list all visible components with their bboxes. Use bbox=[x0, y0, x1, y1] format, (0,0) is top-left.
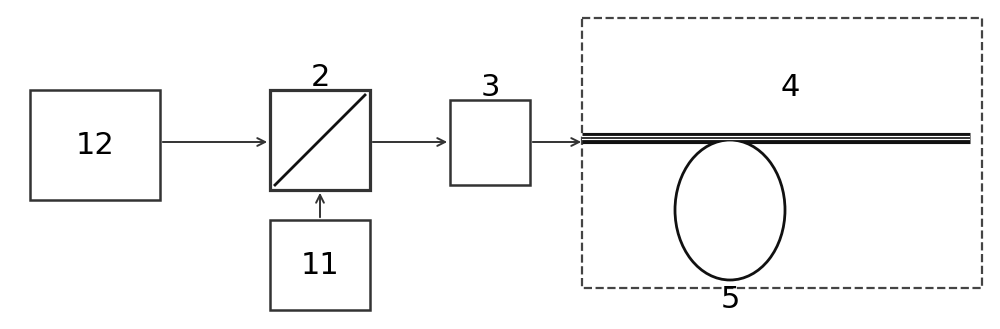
Bar bbox=[450, 100, 530, 185]
Text: 3: 3 bbox=[480, 72, 500, 102]
Bar bbox=[30, 90, 160, 200]
Bar bbox=[270, 220, 370, 310]
Ellipse shape bbox=[675, 140, 785, 280]
Bar bbox=[270, 90, 370, 190]
Text: 4: 4 bbox=[780, 73, 800, 103]
Text: 2: 2 bbox=[310, 63, 330, 91]
Text: 5: 5 bbox=[720, 285, 740, 314]
Text: 11: 11 bbox=[301, 250, 339, 280]
Text: 12: 12 bbox=[76, 131, 114, 160]
Bar bbox=[582, 18, 982, 288]
